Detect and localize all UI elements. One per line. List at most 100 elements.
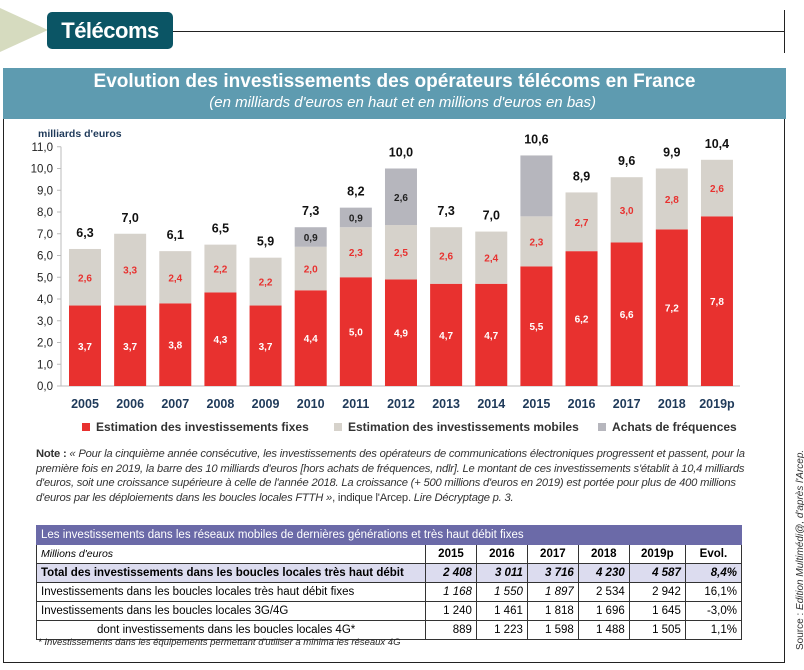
x-tick-label: 2019p bbox=[699, 397, 735, 411]
bar-segment-mobiles bbox=[520, 216, 553, 267]
x-tick-label: 2012 bbox=[387, 397, 415, 411]
chart-subtitle: (en milliards d'euros en haut et en mill… bbox=[209, 94, 596, 111]
bar-value-label: 2,0 bbox=[304, 265, 318, 276]
column-header: Evol. bbox=[684, 544, 743, 564]
bar-total-label: 5,9 bbox=[257, 235, 274, 249]
x-tick-label: 2014 bbox=[477, 397, 505, 411]
column-header: 2018 bbox=[577, 544, 630, 564]
legend-label: Estimation des investissements fixes bbox=[96, 420, 309, 434]
bar-value-label: 6,2 bbox=[575, 315, 589, 326]
table-cell: 16,1% bbox=[684, 582, 743, 602]
y-tick-label: 0,0 bbox=[37, 381, 53, 393]
x-tick-label: 2011 bbox=[342, 397, 369, 411]
bar-total-label: 7,3 bbox=[302, 204, 319, 218]
row-label: Investissements dans les boucles locales… bbox=[36, 601, 426, 621]
note-paragraph: Note : « Pour la cinquième année consécu… bbox=[36, 447, 748, 505]
table-cell: 1 240 bbox=[425, 601, 477, 621]
bar-value-label: 5,0 bbox=[349, 328, 363, 339]
y-tick-label: 8,0 bbox=[37, 207, 53, 219]
bar-segment-mobiles bbox=[204, 244, 237, 293]
table-cell: 1 168 bbox=[425, 582, 477, 602]
bar-segment-mobiles bbox=[610, 177, 643, 243]
bar-segment-fixes bbox=[114, 305, 147, 386]
table-cell: 3 716 bbox=[526, 563, 579, 583]
y-tick-label: 9,0 bbox=[37, 185, 53, 197]
bar-total-label: 10,4 bbox=[705, 137, 729, 151]
x-tick-label: 2015 bbox=[522, 397, 550, 411]
table-cell: 2 942 bbox=[628, 582, 686, 602]
stacked-bar-chart: milliards d'euros 0,0 1,0 2,0 3,0 4,0 5,0 6,0 7… bbox=[31, 128, 740, 411]
x-tick-label: 2016 bbox=[568, 397, 596, 411]
table-row: dont investissements dans les boucles lo… bbox=[36, 620, 743, 640]
table-cell: 1,1% bbox=[684, 620, 743, 640]
bar-total-label: 7,0 bbox=[483, 209, 500, 223]
legend-swatch bbox=[598, 423, 606, 431]
table-cell: 3 011 bbox=[475, 563, 528, 583]
bar-segment-mobiles bbox=[655, 168, 688, 230]
source-text: Edition Multimédi@, d'après l'Arcep. bbox=[795, 449, 804, 610]
bar-segment-mobiles bbox=[249, 257, 282, 306]
x-tick-label: 2013 bbox=[432, 397, 460, 411]
source-label: Source : bbox=[795, 613, 804, 650]
bar-total-label: 10,0 bbox=[389, 146, 413, 160]
bar-segment-fixes bbox=[69, 305, 101, 386]
bar-segment-mobiles bbox=[475, 231, 508, 284]
legend-label: Achats de fréquences bbox=[612, 420, 737, 434]
bar-segment-mobiles bbox=[339, 227, 372, 278]
table-row: Investissements dans les boucles locales… bbox=[36, 601, 743, 621]
row-label: Total des investissements dans les boucl… bbox=[36, 563, 426, 583]
table-cell: 889 bbox=[425, 620, 477, 640]
chart-title: Evolution des investissements des opérat… bbox=[93, 71, 696, 92]
legend-swatch bbox=[82, 423, 90, 431]
table-caption: Les investissements dans les réseaux mob… bbox=[36, 525, 742, 545]
x-tick-label: 2007 bbox=[161, 397, 189, 411]
y-tick-label: 10,0 bbox=[31, 164, 53, 176]
table-cell: 1 897 bbox=[526, 582, 579, 602]
bar-segment-mobiles bbox=[114, 233, 147, 306]
bar-segment-mobiles bbox=[294, 246, 327, 291]
table-cell: -3,0% bbox=[684, 601, 743, 621]
row-label: Investissements dans les boucles locales… bbox=[36, 582, 426, 602]
bar-value-label: 2,6 bbox=[394, 193, 408, 204]
bar-segment-fixes bbox=[700, 216, 733, 386]
table-footnote: * Investissements dans les équipements p… bbox=[38, 637, 401, 648]
bar-segment-fixes bbox=[520, 266, 553, 386]
x-tick-label: 2017 bbox=[613, 397, 641, 411]
bar-value-label: 4,4 bbox=[304, 334, 318, 345]
note-reference: Lire Décryptage p. 3. bbox=[413, 491, 514, 504]
chart-title-banner: Evolution des investissements des opérat… bbox=[3, 68, 786, 119]
bar-total-label: 6,3 bbox=[76, 226, 93, 240]
bar-value-label: 2,2 bbox=[213, 265, 227, 276]
column-header: 2016 bbox=[475, 544, 528, 564]
bar-total-label: 9,9 bbox=[663, 146, 680, 160]
note-quote: « Pour la cinquième année consécutive, l… bbox=[36, 448, 745, 504]
bar-value-label: 3,7 bbox=[123, 342, 137, 353]
investments-table: Les investissements dans les réseaux mob… bbox=[36, 525, 743, 640]
bar-value-label: 4,9 bbox=[394, 329, 408, 340]
bar-segment-mobiles bbox=[700, 159, 733, 217]
table-cell: 1 818 bbox=[526, 601, 579, 621]
bar-total-label: 8,9 bbox=[573, 169, 590, 183]
bar-total-label: 10,6 bbox=[524, 132, 548, 146]
bar-value-label: 4,3 bbox=[213, 335, 227, 346]
y-tick-label: 4,0 bbox=[37, 294, 53, 306]
table-cell: 1 598 bbox=[526, 620, 579, 640]
y-tick-label: 1,0 bbox=[37, 359, 53, 371]
bar-segment-mobiles bbox=[159, 251, 192, 304]
bar-value-label: 0,9 bbox=[304, 233, 318, 244]
bar-value-label: 2,5 bbox=[394, 248, 408, 259]
bar-segment-fixes bbox=[565, 251, 598, 386]
bar-segment-fixes bbox=[610, 242, 643, 386]
bar-value-label: 2,6 bbox=[439, 252, 453, 263]
table-cell: 1 488 bbox=[577, 620, 630, 640]
bar-total-label: 7,0 bbox=[121, 211, 138, 225]
bar-segment-frequences bbox=[339, 207, 372, 228]
bar-segment-frequences bbox=[294, 227, 327, 247]
bar-value-label: 2,6 bbox=[78, 273, 92, 284]
table-unit: Millions d'euros bbox=[36, 544, 426, 564]
bar-value-label: 2,8 bbox=[665, 195, 679, 206]
table-cell: 1 461 bbox=[475, 601, 528, 621]
x-tick-label: 2008 bbox=[207, 397, 235, 411]
note-attribution: , indique l'Arcep. bbox=[332, 491, 411, 504]
bar-total-label: 6,1 bbox=[167, 228, 184, 242]
